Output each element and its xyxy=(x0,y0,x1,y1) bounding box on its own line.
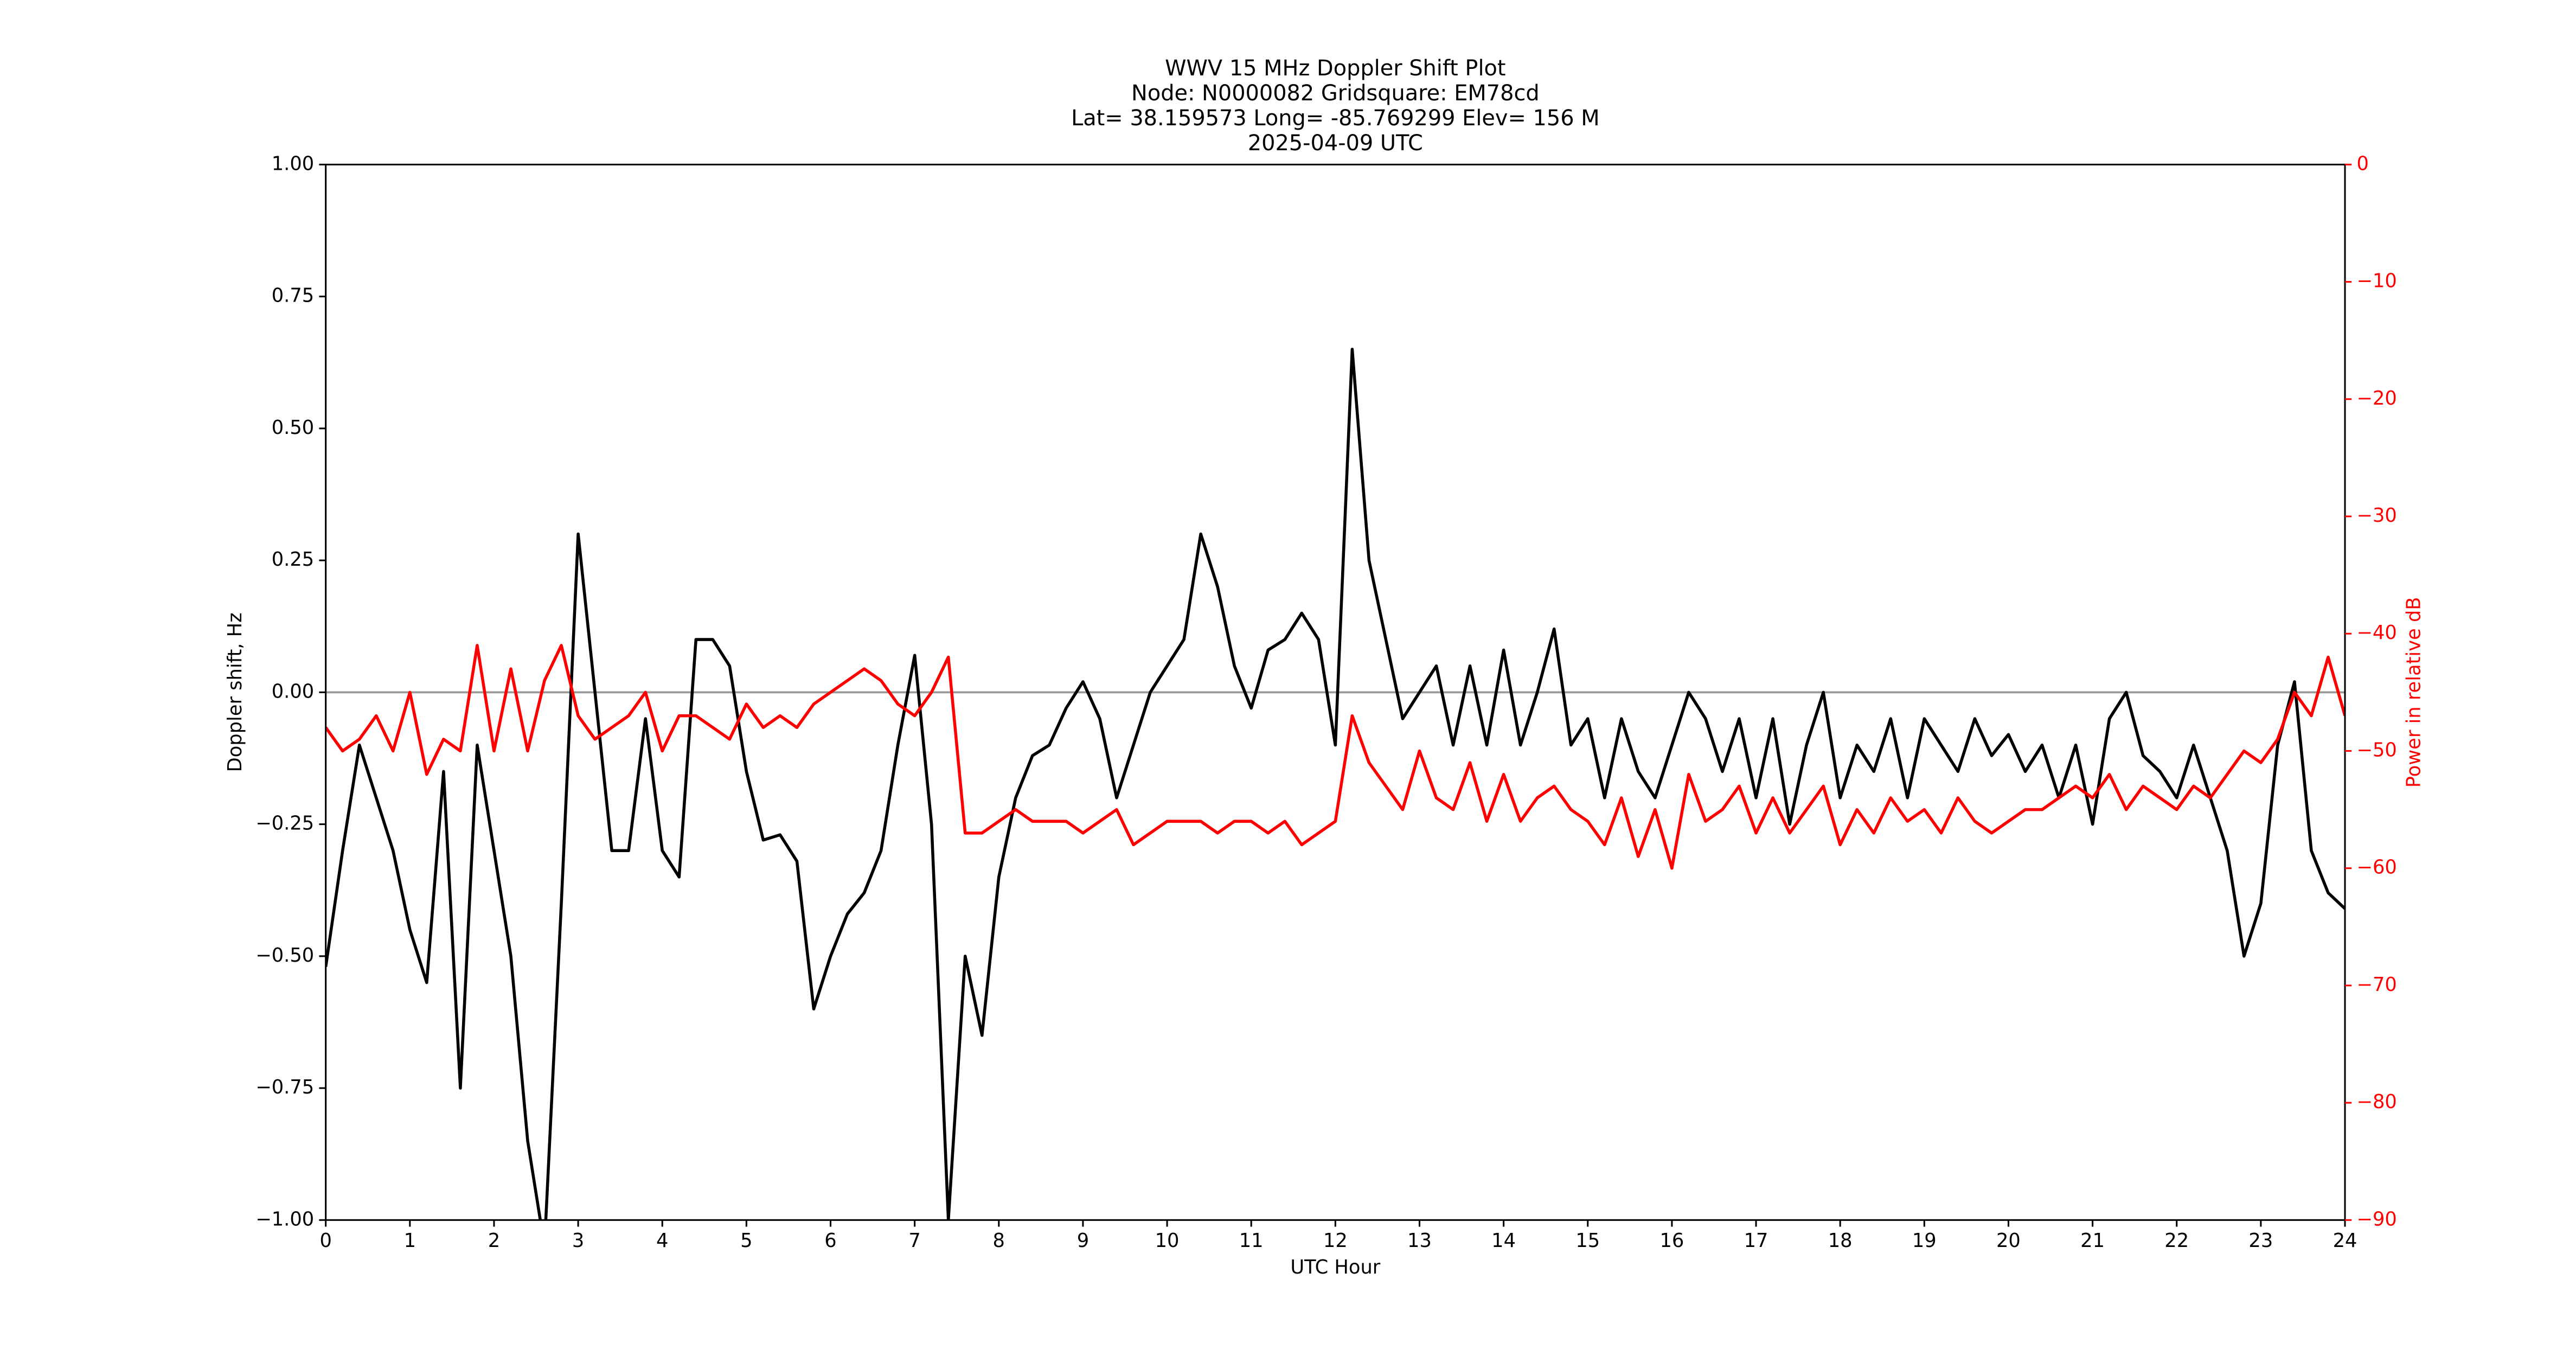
chart-title: WWV 15 MHz Doppler Shift Plot xyxy=(1165,56,1505,81)
x-tick-label: 9 xyxy=(1077,1230,1089,1252)
y-tick-label: −0.50 xyxy=(255,944,314,967)
x-tick-label: 24 xyxy=(2333,1230,2357,1252)
x-tick-label: 4 xyxy=(656,1230,668,1252)
y2-tick-label: 0 xyxy=(2356,152,2368,175)
x-tick-label: 13 xyxy=(1407,1230,1432,1252)
x-tick-label: 19 xyxy=(1912,1230,1937,1252)
y2-tick-label: −50 xyxy=(2356,739,2396,761)
x-tick-label: 7 xyxy=(908,1230,920,1252)
y-tick-label: 1.00 xyxy=(272,152,314,175)
x-tick-label: 20 xyxy=(1996,1230,2021,1252)
y2-tick-label: −20 xyxy=(2356,387,2396,410)
y2-tick-label: −60 xyxy=(2356,856,2396,879)
x-tick-label: 1 xyxy=(404,1230,416,1252)
x-tick-label: 8 xyxy=(993,1230,1005,1252)
x-tick-label: 0 xyxy=(319,1230,331,1252)
x-tick-label: 16 xyxy=(1659,1230,1684,1252)
y2-tick-label: −80 xyxy=(2356,1091,2396,1113)
plot-area xyxy=(325,348,2346,1220)
x-tick-label: 14 xyxy=(1491,1230,1516,1252)
y-tick-label: −0.75 xyxy=(255,1076,314,1098)
x-tick-label: 5 xyxy=(740,1230,752,1252)
data-line xyxy=(325,348,2346,1220)
y-tick-label: 0.00 xyxy=(272,680,314,702)
y2-tick-label: −10 xyxy=(2356,270,2396,292)
y-tick-label: 0.50 xyxy=(272,417,314,439)
y-tick-label: −0.25 xyxy=(255,813,314,835)
x-tick-label: 2 xyxy=(488,1230,500,1252)
x-axis-label: UTC Hour xyxy=(1290,1256,1380,1278)
y2-tick-label: −40 xyxy=(2356,622,2396,644)
x-tick-label: 12 xyxy=(1323,1230,1348,1252)
y-axis-label: Doppler shift, Hz xyxy=(224,612,246,772)
x-tick-label: 21 xyxy=(2080,1230,2105,1252)
x-tick-label: 23 xyxy=(2248,1230,2273,1252)
x-tick-label: 18 xyxy=(1828,1230,1853,1252)
chart-title: 2025-04-09 UTC xyxy=(1248,131,1423,156)
y-tick-label: 0.75 xyxy=(272,285,314,307)
x-tick-label: 6 xyxy=(824,1230,836,1252)
y-tick-label: −1.00 xyxy=(255,1208,314,1230)
chart-title: Node: N0000082 Gridsquare: EM78cd xyxy=(1131,81,1540,106)
y2-tick-label: −70 xyxy=(2356,974,2396,996)
y2-tick-label: −90 xyxy=(2356,1208,2396,1230)
x-tick-label: 15 xyxy=(1575,1230,1600,1252)
data-line xyxy=(325,644,2346,870)
chart-title: Lat= 38.159573 Long= -85.769299 Elev= 15… xyxy=(1071,106,1600,131)
x-tick-label: 11 xyxy=(1239,1230,1264,1252)
y2-tick-label: −30 xyxy=(2356,504,2396,527)
y-tick-label: 0.25 xyxy=(272,548,314,571)
x-tick-label: 3 xyxy=(572,1230,584,1252)
y2-axis-label: Power in relative dB xyxy=(2403,597,2425,788)
x-tick-label: 22 xyxy=(2164,1230,2189,1252)
x-tick-label: 17 xyxy=(1744,1230,1768,1252)
x-tick-label: 10 xyxy=(1155,1230,1180,1252)
